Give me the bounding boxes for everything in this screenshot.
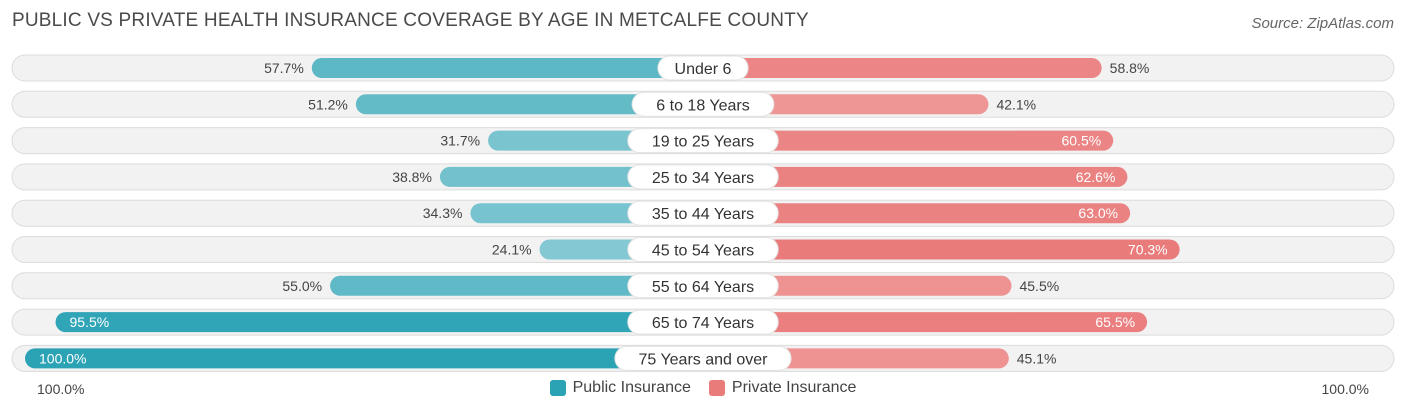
category-label: 35 to 44 Years [652,206,754,223]
bar-public [311,58,703,78]
category-label: 19 to 25 Years [652,134,754,151]
data-label-public: 24.1% [492,242,532,258]
bar-private [703,312,1148,333]
category-label: 75 Years and over [639,351,769,368]
category-pill [627,237,779,262]
category-label: 6 to 18 Years [656,97,749,114]
chart-title: PUBLIC VS PRIVATE HEALTH INSURANCE COVER… [12,10,809,31]
category-label: 65 to 74 Years [652,315,754,332]
data-label-public: 57.7% [264,60,304,76]
data-label-private: 42.1% [996,96,1036,112]
category-pill [627,128,779,154]
chart-source: Source: ZipAtlas.com [1251,15,1394,32]
bar-private [703,94,989,115]
category-pill [657,55,749,81]
data-label-private: 60.5% [1061,133,1101,149]
data-label-public: 51.2% [308,96,348,112]
category-label: 25 to 34 Years [652,170,754,187]
data-label-public: 34.3% [423,205,463,221]
data-label-private: 65.5% [1095,314,1135,330]
category-label: 45 to 54 Years [652,243,754,260]
data-label-private: 62.6% [1076,169,1116,185]
category-pill [614,345,792,371]
category-pill [627,164,779,190]
legend-swatch-public [549,380,566,396]
bar-public [330,275,703,296]
bar-private [703,203,1131,224]
category-pill [627,273,779,299]
axis-label-right: 100.0% [1321,381,1369,397]
legend-item-private: Private Insurance [708,379,857,397]
data-label-public: 31.7% [440,133,480,149]
axis-label-left: 100.0% [37,381,85,397]
data-label-public: 95.5% [70,314,110,330]
legend-label-public: Public Insurance [572,379,691,396]
bar-private [703,275,1012,296]
data-label-public: 38.8% [392,169,432,185]
data-label-private: 45.1% [1017,350,1057,366]
data-label-private: 58.8% [1110,60,1150,76]
category-pill [627,309,779,335]
bar-public [25,348,703,369]
bar-public [355,94,703,115]
legend-swatch-private [708,380,725,396]
bar-private [703,58,1102,78]
bar-private [703,130,1114,151]
category-label: Under 6 [675,61,732,78]
category-label: 55 to 64 Years [652,279,754,296]
bar-private [703,166,1128,187]
category-pill [627,200,779,226]
bar-private [703,239,1180,260]
data-label-private: 63.0% [1078,205,1118,221]
legend: Public Insurance Private Insurance [0,379,1406,397]
category-pill [631,91,775,117]
data-label-private: 70.3% [1128,242,1168,258]
data-label-private: 45.5% [1019,278,1059,294]
legend-item-public: Public Insurance [549,379,691,397]
bar-public [55,312,703,333]
data-label-public: 55.0% [282,278,322,294]
data-label-public: 100.0% [39,350,86,366]
legend-label-private: Private Insurance [731,379,857,396]
